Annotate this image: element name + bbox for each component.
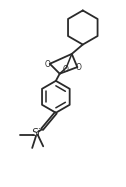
Text: O: O [45,59,51,68]
Text: Si: Si [32,128,41,138]
Text: O: O [62,65,68,73]
Text: O: O [76,63,82,73]
